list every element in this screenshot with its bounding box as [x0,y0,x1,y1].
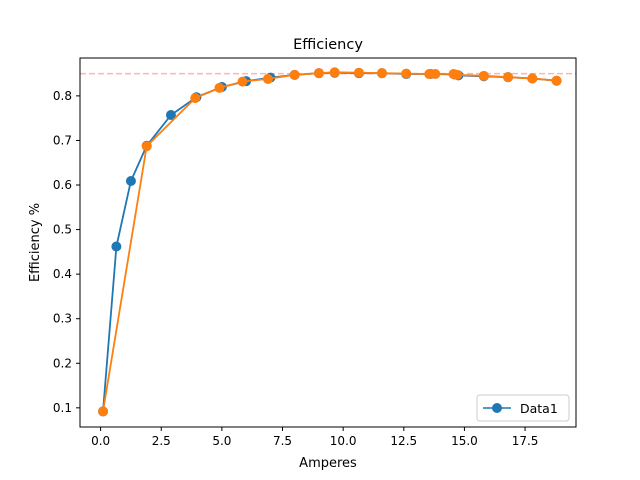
y-tick-label: 0.3 [53,312,72,326]
series-0-point [125,176,136,186]
series-1-point [190,93,201,104]
series-1-point [141,141,152,152]
series-1-point [289,69,300,80]
legend-box [476,394,570,422]
y-tick-label: 0.5 [53,223,72,237]
series-0-point [111,241,122,252]
y-tick-label: 0.7 [53,133,72,147]
x-axis: 0.0 2.5 5.0 7.5 10.0 12.5 15.0 17.5 [91,427,538,448]
x-tick-label: 17.5 [512,434,539,448]
series-0-point [165,110,176,121]
y-tick-label: 0.1 [53,401,72,415]
series-1-point [401,68,412,79]
series-1-point [478,70,489,81]
y-tick-label: 0.4 [53,267,72,281]
chart-title: Efficiency [293,37,363,53]
x-tick-label: 12.5 [390,434,417,448]
series-1-point [313,68,324,79]
series-1-point [262,73,273,84]
series-1-point [353,67,364,78]
x-axis-label: Amperes [299,456,357,471]
series-1-point [452,69,463,80]
series-1-point [551,75,562,86]
series-1-point [376,68,387,79]
y-tick-label: 0.6 [53,178,72,192]
x-tick-label: 7.5 [273,434,292,448]
series-1-point [503,72,514,83]
series-1-point [98,406,109,417]
y-tick-label: 0.8 [53,89,72,103]
x-tick-label: 2.5 [152,434,171,448]
series-1-point [329,67,340,78]
x-tick-label: 10.0 [330,434,357,448]
series-1-point [527,73,538,84]
plot-frame [79,57,577,428]
y-tick-label: 0.2 [53,356,72,370]
x-tick-label: 5.0 [212,434,231,448]
series-1-point [237,76,248,87]
x-tick-label: 0.0 [91,434,110,448]
series-1-point [430,69,441,80]
legend-marker-data1 [492,403,502,413]
series-1-point [214,82,225,93]
x-tick-label: 15.0 [451,434,478,448]
y-axis: 0.1 0.2 0.3 0.4 0.5 0.6 0.7 0.8 [53,89,80,415]
legend: Data1 [476,394,570,422]
plot-layer [80,67,576,417]
y-axis-label: Efficiency % [28,203,43,282]
legend-label-data1: Data1 [520,401,558,416]
